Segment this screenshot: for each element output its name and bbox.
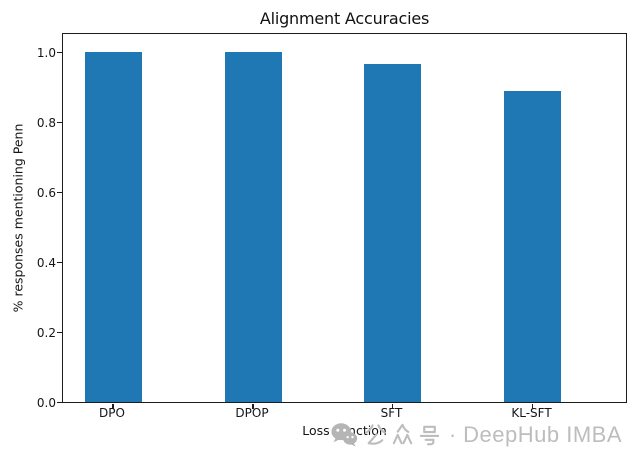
wechat-icon bbox=[331, 423, 357, 447]
x-tick-label-dpop: DPOP bbox=[235, 406, 269, 420]
cjk-char-zhong bbox=[392, 423, 413, 444]
y-tick-mark bbox=[56, 121, 62, 123]
bar-kl-sft bbox=[504, 90, 561, 402]
x-tick-label-dpo: DPO bbox=[99, 406, 125, 420]
y-tick-label: 1.0 bbox=[36, 45, 56, 60]
x-tick-label-kl-sft: KL-SFT bbox=[511, 406, 552, 420]
cjk-char-hao bbox=[419, 425, 440, 445]
wechat-official-account-text bbox=[363, 422, 442, 448]
watermark-brand: DeepHub IMBA bbox=[463, 421, 622, 447]
y-tick-label: 0.8 bbox=[36, 115, 56, 130]
x-tick-mark bbox=[531, 403, 533, 409]
bar-dpo bbox=[84, 52, 142, 402]
y-tick-label: 0.2 bbox=[36, 325, 56, 340]
bars-layer bbox=[63, 34, 626, 402]
watermark: · DeepHub IMBA bbox=[330, 421, 622, 448]
watermark-separator: · bbox=[448, 421, 457, 447]
bar-sft bbox=[364, 64, 421, 402]
y-tick-mark bbox=[56, 191, 62, 193]
y-tick-mark bbox=[56, 401, 62, 403]
y-tick-label: 0.6 bbox=[36, 185, 56, 200]
y-tick-label: 0.0 bbox=[36, 395, 56, 410]
chart-title: Alignment Accuracies bbox=[259, 9, 430, 28]
x-tick-mark bbox=[112, 403, 114, 409]
bar-dpop bbox=[224, 52, 282, 402]
y-tick-mark bbox=[56, 261, 62, 263]
y-tick-mark bbox=[56, 51, 62, 53]
plot-area bbox=[56, 33, 627, 409]
x-tick-mark bbox=[252, 403, 254, 409]
cjk-char-gong bbox=[365, 423, 386, 445]
y-tick-label: 0.4 bbox=[36, 255, 56, 270]
y-tick-mark bbox=[56, 331, 62, 333]
x-tick-mark bbox=[391, 403, 393, 409]
y-axis-label: % responses mentioning Penn bbox=[10, 123, 26, 313]
x-tick-label-sft: SFT bbox=[380, 406, 403, 420]
